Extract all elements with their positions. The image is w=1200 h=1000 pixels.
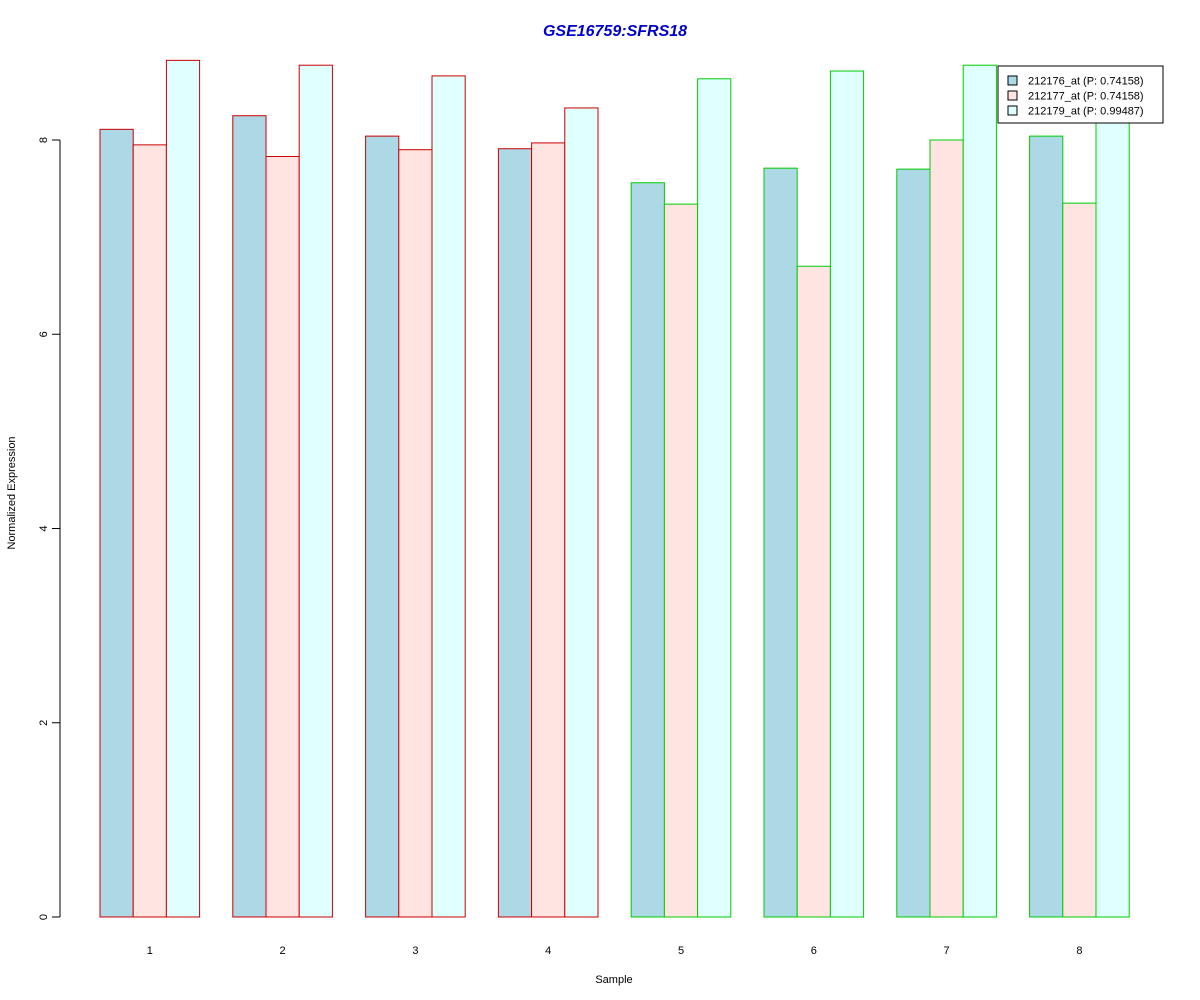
x-axis: 1 2 3 4 5 6 7 8: [147, 945, 1083, 957]
x-tick-label: 4: [545, 945, 551, 957]
bar: [564, 107, 599, 918]
bar: [962, 64, 997, 918]
bar: [829, 70, 865, 918]
x-tick-label: 2: [280, 945, 286, 957]
legend: 212176_at (P: 0.74158) 212177_at (P: 0.74…: [997, 65, 1164, 124]
chart-title: GSE16759:SFRS18: [543, 23, 687, 40]
legend-label: 212176_at (P: 0.74158): [1028, 76, 1144, 88]
x-tick-label: 8: [1076, 945, 1082, 957]
bar: [398, 149, 433, 918]
bar: [929, 139, 964, 918]
legend-label: 212177_at (P: 0.74158): [1028, 91, 1144, 103]
x-tick-label: 6: [811, 945, 817, 957]
bar: [232, 115, 267, 918]
bar: [630, 182, 665, 918]
legend-box: [997, 65, 1164, 124]
bar: [1062, 202, 1097, 918]
bar: [165, 59, 201, 918]
x-tick-label: 7: [944, 945, 950, 957]
legend-label: 212179_at (P: 0.99487): [1028, 106, 1144, 118]
bar: [1095, 112, 1130, 918]
bar: [663, 203, 699, 918]
y-tick-label: 6: [38, 331, 50, 337]
y-tick-label: 8: [38, 137, 50, 143]
bar: [99, 128, 134, 918]
y-axis-label: Normalized Expression: [6, 436, 18, 549]
x-axis-label: Sample: [595, 974, 632, 986]
legend-swatch: [1007, 90, 1018, 101]
legend-swatch: [1007, 75, 1018, 86]
x-tick-label: 1: [147, 945, 153, 957]
y-axis: 0 2 4 6 8: [38, 137, 61, 920]
bar: [265, 156, 300, 918]
legend-swatch: [1007, 105, 1018, 116]
bar: [298, 64, 333, 918]
y-tick-label: 2: [38, 720, 50, 726]
bar: [763, 167, 798, 918]
bar: [497, 148, 533, 918]
bar: [132, 144, 167, 918]
bar: [697, 78, 732, 918]
bar: [365, 135, 400, 918]
bar: [796, 265, 831, 918]
bar: [1029, 135, 1064, 918]
y-tick-label: 4: [38, 525, 50, 531]
bar: [531, 142, 566, 918]
x-tick-label: 3: [412, 945, 418, 957]
y-tick-label: 0: [38, 914, 50, 920]
bar: [431, 75, 466, 918]
x-tick-label: 5: [678, 945, 684, 957]
bar: [896, 168, 931, 918]
bars-group: [99, 59, 1130, 918]
